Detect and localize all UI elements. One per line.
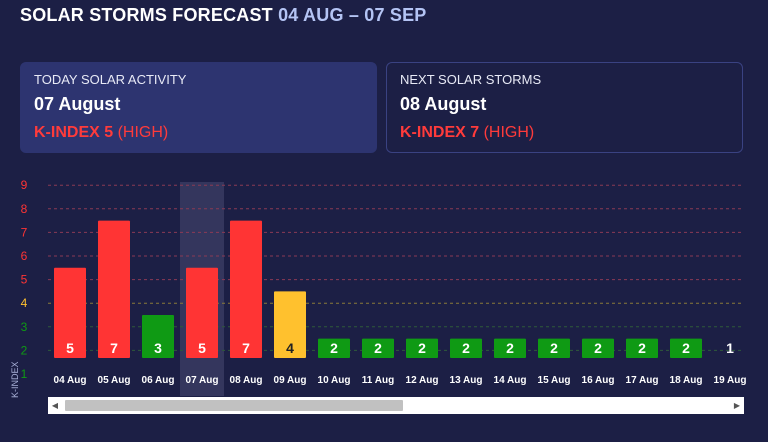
y-tick-label: 7 <box>21 225 28 239</box>
bar <box>494 338 526 358</box>
date-range: 04 AUG – 07 SEP <box>278 5 427 25</box>
bar-value-label: 2 <box>418 340 426 356</box>
x-tick-label: 15 Aug <box>538 375 571 386</box>
x-tick-label: 18 Aug <box>670 375 703 386</box>
title-text: SOLAR STORMS FORECAST <box>20 5 273 25</box>
bar <box>230 220 262 358</box>
y-axis-title: K-INDEX <box>10 361 20 398</box>
bar-value-label: 2 <box>682 340 690 356</box>
y-tick-label: 4 <box>21 296 28 310</box>
x-tick-label: 19 Aug <box>714 375 747 386</box>
today-card-date: 07 August <box>34 94 121 114</box>
x-tick-label: 04 Aug <box>54 375 87 386</box>
bar-value-label: 7 <box>110 340 118 356</box>
bar-value-label: 2 <box>330 340 338 356</box>
next-card-date: 08 August <box>400 94 487 114</box>
x-tick-label: 16 Aug <box>582 375 615 386</box>
bar <box>450 338 482 358</box>
bar-value-label: 4 <box>286 340 294 356</box>
chart-scrollbar[interactable]: ◀ ▶ <box>48 397 744 414</box>
next-kindex-value: K-INDEX 7 <box>400 124 480 141</box>
today-card-label: TODAY SOLAR ACTIVITY <box>34 72 187 87</box>
next-storms-card: NEXT SOLAR STORMS 08 August K-INDEX 7 (H… <box>386 62 743 153</box>
bar <box>582 338 614 358</box>
x-tick-label: 07 Aug <box>186 375 219 386</box>
kindex-bar-chart: 9 8 7 6 5 4 3 2 1 5 04 Aug 7 05 Aug 3 06 Aug 5 07 Aug 7 08… <box>21 178 747 396</box>
x-tick-label: 11 Aug <box>362 375 394 386</box>
y-tick-label: 9 <box>21 178 28 192</box>
bar-value-label: 3 <box>154 340 162 356</box>
x-tick-label: 13 Aug <box>450 375 483 386</box>
x-tick-label: 08 Aug <box>230 375 263 386</box>
bar <box>274 291 306 358</box>
bar-value-label: 2 <box>506 340 514 356</box>
scroll-thumb[interactable] <box>65 400 403 411</box>
y-tick-label: 2 <box>21 343 28 357</box>
today-activity-card: TODAY SOLAR ACTIVITY 07 August K-INDEX 5… <box>20 62 377 153</box>
bar <box>626 338 658 358</box>
bar-value-label: 7 <box>242 340 250 356</box>
scroll-left-icon[interactable]: ◀ <box>51 401 59 410</box>
bar <box>362 338 394 358</box>
today-kindex-value: K-INDEX 5 <box>34 124 114 141</box>
bar <box>406 338 438 358</box>
next-kindex: K-INDEX 7 (HIGH) <box>400 124 729 142</box>
bar-value-label: 5 <box>198 340 206 356</box>
y-tick-label: 8 <box>21 202 28 216</box>
x-tick-label: 06 Aug <box>142 375 175 386</box>
bar <box>98 220 130 358</box>
bar <box>670 338 702 358</box>
today-kindex: K-INDEX 5 (HIGH) <box>34 124 363 142</box>
y-tick-label: 3 <box>21 320 28 334</box>
x-tick-label: 10 Aug <box>318 375 351 386</box>
bar-value-label: 1 <box>726 340 734 356</box>
x-tick-label: 09 Aug <box>274 375 307 386</box>
next-card-label: NEXT SOLAR STORMS <box>400 72 542 87</box>
next-kindex-level: (HIGH) <box>483 124 535 141</box>
bar-value-label: 2 <box>374 340 382 356</box>
x-tick-label: 17 Aug <box>626 375 659 386</box>
y-tick-label: 1 <box>21 367 28 381</box>
today-kindex-level: (HIGH) <box>117 124 169 141</box>
x-tick-label: 12 Aug <box>406 375 439 386</box>
bar-value-label: 5 <box>66 340 74 356</box>
bar-value-label: 2 <box>638 340 646 356</box>
bar <box>538 338 570 358</box>
bar <box>318 338 350 358</box>
bar-value-label: 2 <box>550 340 558 356</box>
bar <box>186 267 218 358</box>
x-tick-label: 05 Aug <box>98 375 131 386</box>
bar-value-label: 2 <box>594 340 602 356</box>
bar <box>142 315 174 358</box>
bar <box>54 267 86 358</box>
page-title: SOLAR STORMS FORECAST 04 AUG – 07 SEP <box>20 5 427 26</box>
bar-value-label: 2 <box>462 340 470 356</box>
scroll-right-icon[interactable]: ▶ <box>733 401 741 410</box>
y-tick-label: 5 <box>21 273 28 287</box>
y-tick-label: 6 <box>21 249 28 263</box>
x-tick-label: 14 Aug <box>494 375 527 386</box>
